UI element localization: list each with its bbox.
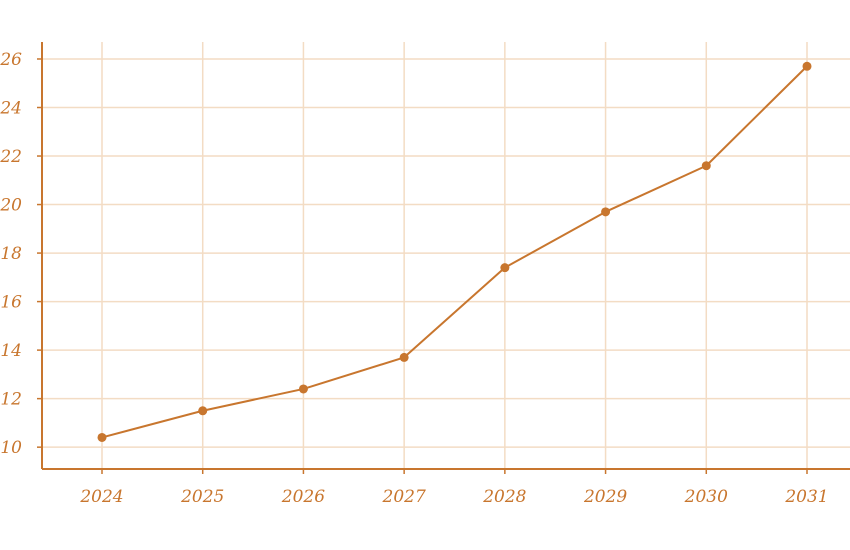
- x-tick-label: 2029: [583, 487, 627, 507]
- data-point: [298, 384, 308, 394]
- x-tick-label: 2026: [281, 487, 325, 507]
- data-point: [601, 207, 611, 217]
- y-tick-label: 10: [0, 438, 22, 458]
- y-tick-label: 16: [0, 293, 22, 313]
- data-point: [802, 61, 812, 71]
- y-axis-ticks: 10 12 14 16 18 20 22 24 26: [0, 50, 42, 458]
- x-axis-ticks: 2024 2025 2026 2027 2028 2029 2030 2031: [79, 469, 829, 507]
- data-point: [500, 263, 510, 273]
- data-point: [97, 432, 107, 442]
- data-point: [701, 161, 711, 171]
- y-gridlines: [42, 58, 850, 448]
- y-tick-label: 12: [0, 390, 22, 410]
- x-tick-label: 2024: [79, 487, 123, 507]
- y-tick-label: 24: [0, 99, 22, 119]
- y-tick-label: 14: [0, 341, 22, 361]
- x-tick-label: 2025: [180, 487, 224, 507]
- axes: [41, 42, 850, 470]
- y-tick-label: 20: [0, 196, 22, 216]
- x-tick-label: 2031: [784, 487, 828, 507]
- x-tick-label: 2027: [382, 487, 426, 507]
- x-gridlines: [101, 42, 808, 469]
- data-point: [198, 406, 208, 416]
- data-point: [399, 352, 409, 362]
- x-tick-label: 2030: [684, 487, 728, 507]
- y-tick-label: 22: [0, 147, 22, 167]
- x-tick-label: 2028: [482, 487, 526, 507]
- y-tick-label: 26: [0, 50, 22, 70]
- series-line: [101, 65, 808, 439]
- series-group: [97, 61, 812, 442]
- y-tick-label: 18: [0, 244, 22, 264]
